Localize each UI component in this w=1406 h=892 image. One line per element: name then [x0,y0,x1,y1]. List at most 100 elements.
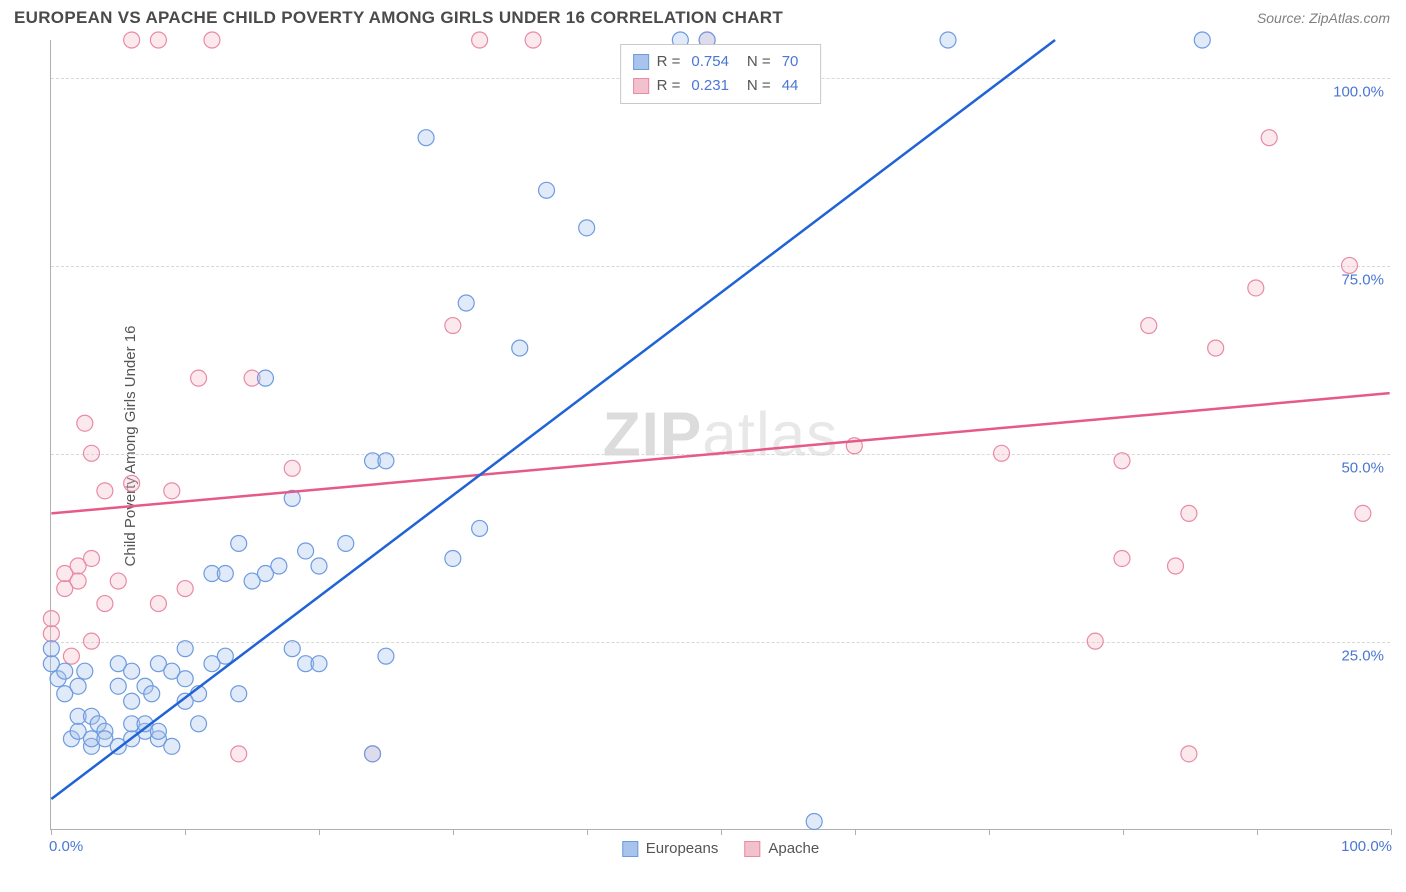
scatter-point-apache [124,475,140,491]
scatter-point-europeans [177,671,193,687]
swatch-apache [744,841,760,857]
x-tick [319,829,320,835]
scatter-point-apache [1141,318,1157,334]
source-prefix: Source: [1257,10,1309,26]
scatter-point-apache [43,611,59,627]
legend-label-apache: Apache [768,840,819,857]
scatter-point-apache [284,460,300,476]
scatter-point-apache [1087,633,1103,649]
x-tick [1391,829,1392,835]
scatter-point-apache [1114,550,1130,566]
scatter-point-apache [1248,280,1264,296]
scatter-point-europeans [43,641,59,657]
legend-label-europeans: Europeans [646,840,719,857]
scatter-point-europeans [311,558,327,574]
n-label: N = [747,50,771,74]
scatter-point-europeans [539,182,555,198]
scatter-point-europeans [418,130,434,146]
scatter-point-apache [1114,453,1130,469]
scatter-point-europeans [150,723,166,739]
scatter-point-apache [124,32,140,48]
legend-item-apache: Apache [744,840,819,857]
chart-title: EUROPEAN VS APACHE CHILD POVERTY AMONG G… [14,8,783,28]
x-tick [185,829,186,835]
r-value-europeans: 0.754 [691,50,729,74]
scatter-point-apache [63,648,79,664]
x-tick-max-label: 100.0% [1341,838,1392,855]
scatter-point-apache [204,32,220,48]
scatter-point-apache [1181,505,1197,521]
scatter-point-apache [177,581,193,597]
scatter-point-apache [97,483,113,499]
scatter-point-europeans [110,678,126,694]
scatter-point-europeans [271,558,287,574]
correlation-legend-box: R = 0.754 N = 70 R = 0.231 N = 44 [620,44,822,104]
legend-item-europeans: Europeans [622,840,719,857]
scatter-point-europeans [217,566,233,582]
scatter-point-europeans [257,370,273,386]
r-label: R = [657,74,681,98]
scatter-point-apache [994,445,1010,461]
scatter-point-europeans [284,641,300,657]
scatter-point-europeans [177,641,193,657]
scatter-point-apache [1168,558,1184,574]
scatter-point-europeans [298,543,314,559]
scatter-point-europeans [164,738,180,754]
scatter-point-europeans [231,686,247,702]
scatter-point-apache [231,746,247,762]
scatter-point-europeans [365,746,381,762]
scatter-point-apache [1181,746,1197,762]
scatter-point-apache [97,596,113,612]
x-tick [51,829,52,835]
scatter-point-europeans [472,520,488,536]
scatter-point-europeans [806,813,822,829]
swatch-europeans [622,841,638,857]
source-name: ZipAtlas.com [1309,10,1390,26]
scatter-point-europeans [338,535,354,551]
x-tick [587,829,588,835]
x-tick [855,829,856,835]
scatter-point-apache [150,32,166,48]
scatter-point-europeans [124,693,140,709]
scatter-point-apache [77,415,93,431]
regression-line-europeans [51,40,1055,799]
scatter-point-apache [84,445,100,461]
scatter-svg [51,40,1390,829]
scatter-point-apache [70,573,86,589]
scatter-point-europeans [144,686,160,702]
n-label: N = [747,74,771,98]
scatter-point-europeans [940,32,956,48]
scatter-point-europeans [124,663,140,679]
scatter-point-apache [84,633,100,649]
scatter-point-apache [84,550,100,566]
scatter-point-apache [110,573,126,589]
x-tick-min-label: 0.0% [49,838,83,855]
scatter-point-europeans [70,678,86,694]
scatter-point-apache [1261,130,1277,146]
swatch-europeans [633,54,649,70]
scatter-point-europeans [378,453,394,469]
x-tick [721,829,722,835]
scatter-point-apache [472,32,488,48]
scatter-point-europeans [458,295,474,311]
regression-line-apache [51,393,1389,513]
scatter-point-apache [1208,340,1224,356]
r-value-apache: 0.231 [691,74,729,98]
scatter-point-apache [43,626,59,642]
swatch-apache [633,78,649,94]
scatter-point-europeans [77,663,93,679]
scatter-point-europeans [579,220,595,236]
scatter-point-europeans [311,656,327,672]
scatter-point-apache [1355,505,1371,521]
scatter-point-europeans [512,340,528,356]
scatter-point-apache [191,370,207,386]
x-tick [989,829,990,835]
scatter-point-europeans [378,648,394,664]
n-value-apache: 44 [782,74,799,98]
r-label: R = [657,50,681,74]
scatter-point-europeans [231,535,247,551]
scatter-point-europeans [57,663,73,679]
scatter-point-apache [445,318,461,334]
scatter-point-apache [525,32,541,48]
x-tick [1257,829,1258,835]
